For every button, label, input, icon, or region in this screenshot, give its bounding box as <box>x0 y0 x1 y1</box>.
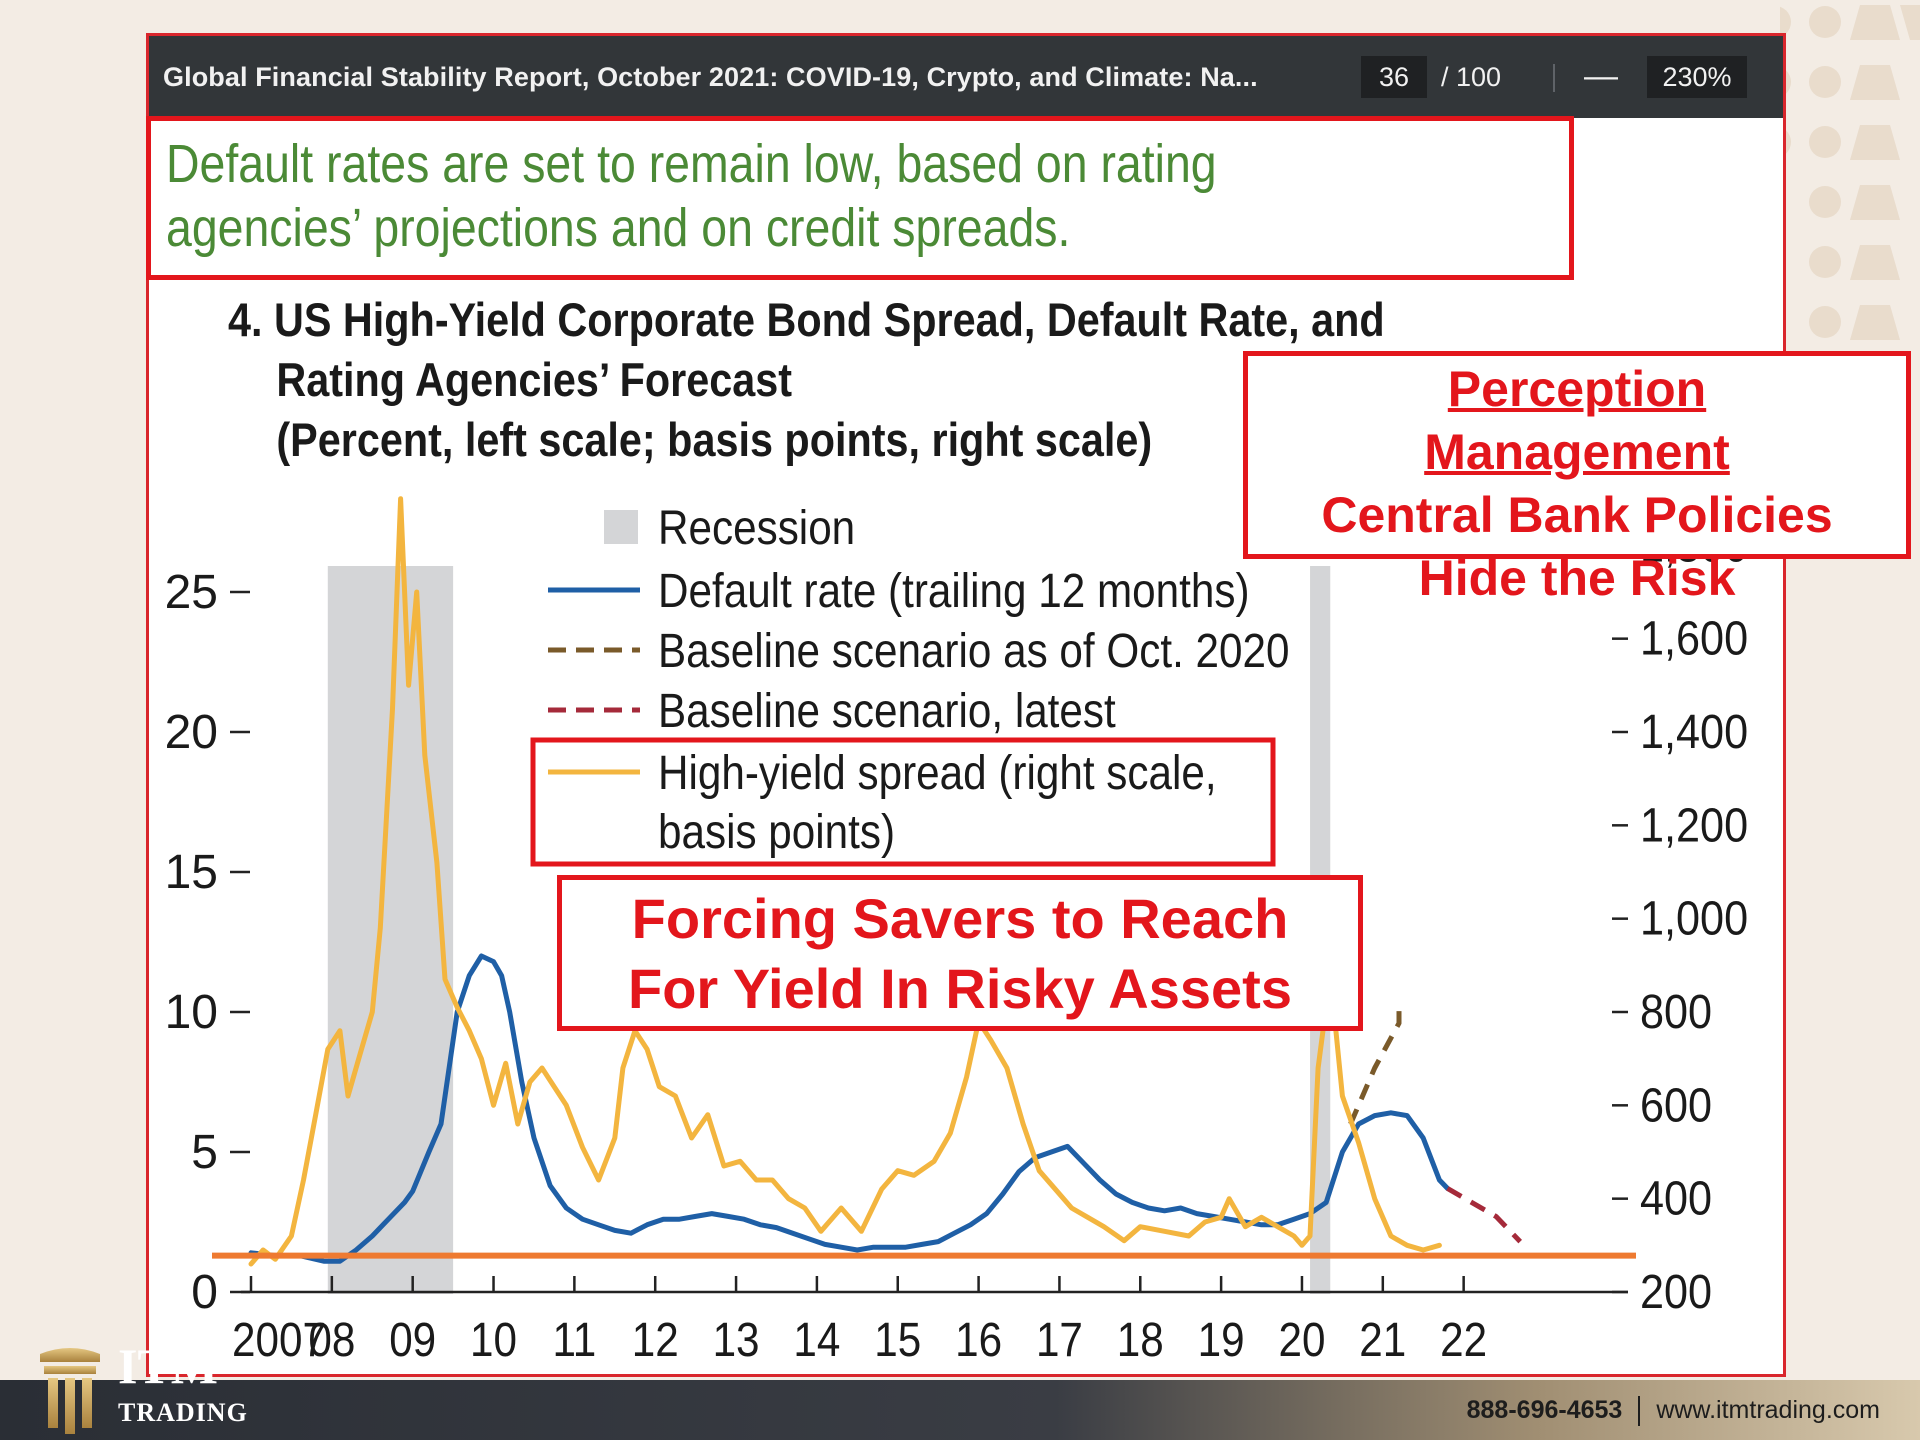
toolbar-divider <box>1553 64 1555 92</box>
footer-contact: 888-696-4653 www.itmtrading.com <box>1467 1380 1880 1440</box>
legend-label-baseline-latest: Baseline scenario, latest <box>658 683 1116 737</box>
x-tick-label-15: 15 <box>874 1312 921 1366</box>
footer-divider <box>1638 1396 1641 1427</box>
x-tick-label-12: 12 <box>632 1312 679 1366</box>
x-tick-label-16: 16 <box>955 1312 1002 1366</box>
logo-wordmark: ITM <box>118 1338 218 1394</box>
left-tick-label-5: 5 <box>191 1126 218 1179</box>
x-tick-label-18: 18 <box>1117 1312 1164 1366</box>
left-tick-label-0: 0 <box>191 1266 218 1319</box>
zoom-out-button[interactable]: — <box>1584 57 1618 95</box>
headline-text: Default rates are set to remain low, bas… <box>166 134 1217 258</box>
forcing-callout-box <box>557 875 1363 1031</box>
left-tick-label-10: 10 <box>165 986 218 1039</box>
forcing-callout-text: Forcing Savers to Reach For Yield In Ris… <box>557 884 1363 1024</box>
legend-label-hy-spread-2: basis points) <box>658 804 895 858</box>
headline-highlight-box <box>146 116 1574 280</box>
chart-title-line3: (Percent, left scale; basis points, righ… <box>276 413 1153 466</box>
legend-label-default-rate: Default rate (trailing 12 months) <box>658 563 1250 617</box>
footer-bar: 888-696-4653 www.itmtrading.com <box>0 1380 1920 1440</box>
x-tick-label-19: 19 <box>1198 1312 1245 1366</box>
right-tick-label-600: 600 <box>1640 1078 1712 1132</box>
left-tick-label-20: 20 <box>165 706 218 759</box>
page-number-input[interactable]: 36 <box>1361 56 1427 98</box>
x-tick-label-14: 14 <box>793 1312 840 1366</box>
perception-callout-box <box>1243 351 1911 559</box>
right-tick-label-400: 400 <box>1640 1172 1712 1226</box>
perception-line-1: Perception <box>1447 361 1707 417</box>
series-line-2 <box>1446 1186 1523 1244</box>
perception-callout-text: Perception Management Central Bank Polic… <box>1243 358 1911 610</box>
series-line-1 <box>1348 1006 1402 1125</box>
legend-highlight-box <box>530 737 1276 867</box>
footer-website[interactable]: www.itmtrading.com <box>1656 1396 1880 1424</box>
x-tick-label-22: 22 <box>1440 1312 1487 1366</box>
right-tick-label-1000: 1,000 <box>1640 892 1748 946</box>
document-title: Global Financial Stability Report, Octob… <box>163 62 1258 92</box>
right-tick-label-1400: 1,400 <box>1640 705 1748 759</box>
forcing-line-2: For Yield In Risky Assets <box>628 957 1292 1020</box>
itm-logo-icon <box>40 1348 100 1434</box>
chart-title-line2: Rating Agencies’ Forecast <box>276 353 793 406</box>
x-tick-label-09: 09 <box>389 1312 436 1366</box>
x-tick-label-17: 17 <box>1036 1312 1083 1366</box>
chart-title: 4. US High-Yield Corporate Bond Spread, … <box>228 290 1548 470</box>
x-tick-label-2007: 2007 <box>232 1312 326 1366</box>
logo-subtitle: TRADING <box>118 1398 248 1427</box>
legend-label-hy-spread: High-yield spread (right scale, <box>658 745 1217 799</box>
right-tick-label-1200: 1,200 <box>1640 798 1748 852</box>
right-tick-label-200: 200 <box>1640 1265 1712 1319</box>
zoom-level-input[interactable]: 230% <box>1647 56 1747 98</box>
footer-phone: 888-696-4653 <box>1466 1396 1623 1424</box>
chart-title-line1: 4. US High-Yield Corporate Bond Spread, … <box>228 293 1385 346</box>
x-tick-label-13: 13 <box>713 1312 760 1366</box>
legend-label-baseline-oct2020: Baseline scenario as of Oct. 2020 <box>658 623 1290 677</box>
x-tick-label-10: 10 <box>470 1312 517 1366</box>
right-tick-label-800: 800 <box>1640 985 1712 1039</box>
legend-swatch-recession <box>604 510 638 544</box>
series-line-3 <box>248 496 1442 1267</box>
page-total: / 100 <box>1441 62 1502 92</box>
x-tick-label-20: 20 <box>1278 1312 1325 1366</box>
left-tick-label-15: 15 <box>165 846 218 899</box>
pdf-toolbar: Global Financial Stability Report, Octob… <box>149 36 1783 118</box>
perception-line-2: Management <box>1424 424 1730 480</box>
perception-line-3: Central Bank Policies <box>1321 487 1833 543</box>
recession-band-0 <box>327 566 454 1294</box>
legend-label-recession: Recession <box>658 500 855 554</box>
left-tick-label-25: 25 <box>165 566 218 619</box>
x-tick-label-21: 21 <box>1359 1312 1406 1366</box>
perception-line-4: Hide the Risk <box>1418 550 1736 606</box>
right-tick-label-1600: 1,600 <box>1640 612 1748 666</box>
forcing-line-1: Forcing Savers to Reach <box>631 887 1289 950</box>
x-tick-label-11: 11 <box>552 1312 596 1366</box>
x-tick-label-08: 08 <box>308 1312 355 1366</box>
